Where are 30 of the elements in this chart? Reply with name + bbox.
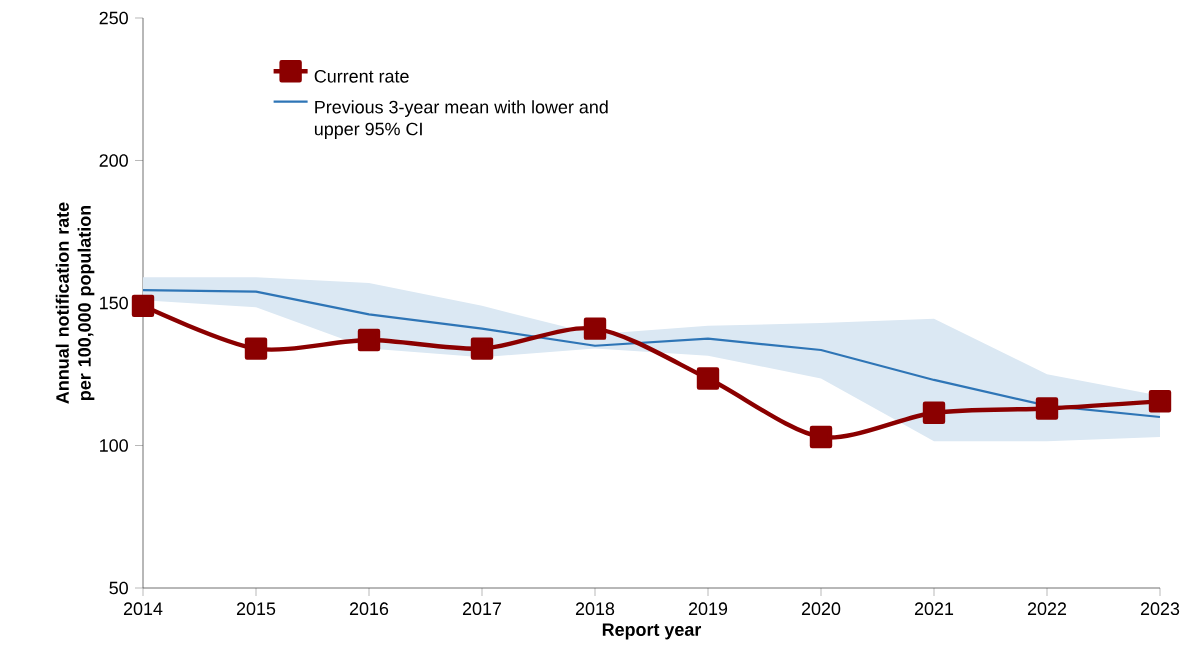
x-tick-label: 2016: [349, 602, 389, 616]
x-axis-title: Report year: [602, 623, 702, 640]
point: [809, 425, 833, 449]
legend-label: Current rate: [314, 69, 409, 83]
point: [131, 294, 155, 318]
y-tick-label: 200: [99, 154, 128, 167]
point: [696, 367, 720, 390]
x-tick-label: 2023: [1140, 602, 1180, 616]
x-tick-label: 2014: [123, 602, 163, 616]
y-axis-title: Annual notification rate per 100,000 population: [55, 202, 95, 404]
legend-label: Previous 3-year mean with lower and upper 95% CI: [314, 100, 608, 139]
x-tick-label: 2021: [914, 602, 954, 616]
y-tick-label: 100: [100, 439, 128, 452]
x-tick-label: 2020: [801, 602, 841, 616]
y-tick-label: 250: [99, 11, 128, 25]
x-tick-label: 2018: [575, 602, 615, 616]
point: [244, 337, 268, 360]
x-tick-label: 2022: [1027, 602, 1067, 616]
line-series: [141, 289, 1162, 419]
point: [922, 401, 946, 424]
point: [1148, 390, 1172, 413]
y-tick-label: 50: [109, 581, 128, 595]
point: [1035, 397, 1059, 420]
point: [357, 328, 381, 352]
y-tick-label: 150: [100, 296, 128, 310]
x-tick-label: 2015: [236, 602, 276, 616]
x-tick-label: 2019: [688, 602, 728, 616]
x-tick-label: 2017: [462, 602, 502, 616]
point: [470, 337, 494, 360]
point: [583, 317, 607, 340]
